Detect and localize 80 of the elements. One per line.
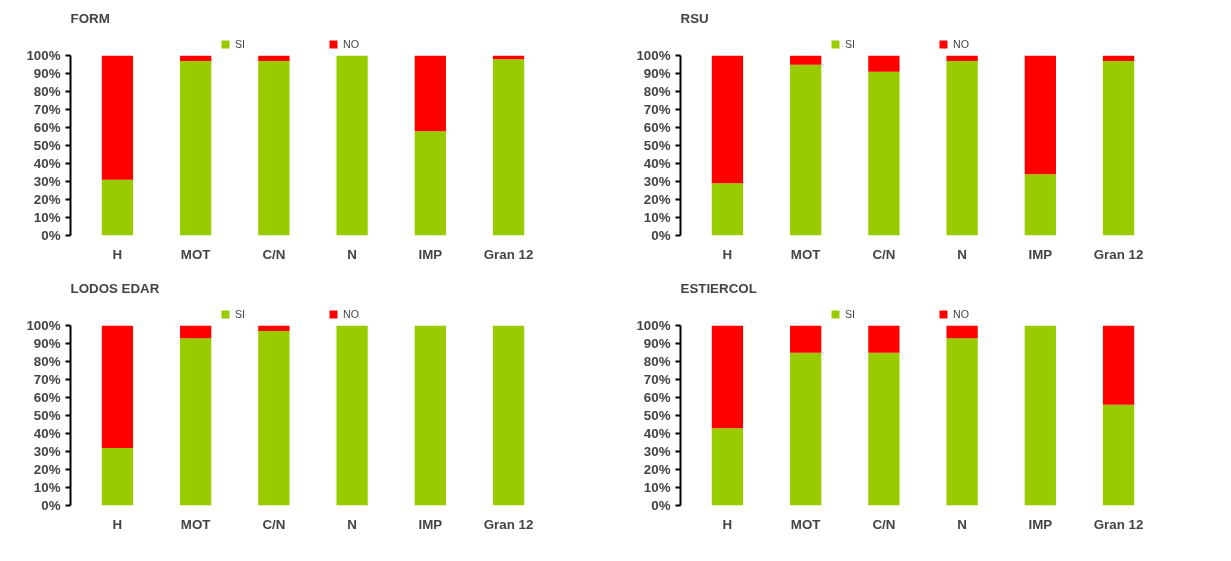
- x-tick-label: N: [957, 516, 967, 532]
- y-tick-label: 10%: [33, 210, 61, 226]
- x-tick-label: Gran 12: [1093, 516, 1144, 532]
- x-tick-label: N: [957, 246, 967, 262]
- x-tick-label: Gran 12: [483, 246, 534, 262]
- y-tick-label: 30%: [643, 174, 671, 190]
- x-tick-label: C/N: [872, 246, 896, 262]
- y-tick-label: 70%: [643, 372, 671, 388]
- y-tick-label: 60%: [643, 390, 671, 406]
- y-tick-label: 50%: [643, 408, 671, 424]
- y-tick-label: 100%: [636, 48, 671, 64]
- y-tick-label: 10%: [643, 480, 671, 496]
- x-tick-label: N: [347, 516, 357, 532]
- chart-title: LODOS EDAR: [70, 280, 160, 296]
- y-tick-label: 100%: [26, 48, 61, 64]
- chart-title: FORM: [70, 10, 110, 26]
- x-tick-label: N: [347, 246, 357, 262]
- chart-title: RSU: [680, 10, 709, 26]
- y-tick-label: 0%: [651, 498, 671, 513]
- y-tick-label: 70%: [643, 102, 671, 118]
- legend-label: NO: [343, 308, 360, 320]
- legend-label: SI: [845, 308, 857, 320]
- y-tick-label: 50%: [643, 138, 671, 154]
- y-tick-label: 90%: [643, 66, 671, 82]
- y-tick-label: 80%: [643, 84, 671, 100]
- y-tick-label: 40%: [643, 156, 671, 172]
- y-tick-label: 80%: [33, 354, 61, 370]
- x-tick-label: H: [722, 516, 733, 532]
- x-tick-label: IMP: [1028, 516, 1053, 532]
- x-tick-label: C/N: [262, 246, 286, 262]
- x-tick-label: IMP: [1028, 246, 1053, 262]
- y-tick-label: 60%: [643, 120, 671, 136]
- x-tick-label: IMP: [418, 516, 443, 532]
- y-tick-label: 30%: [33, 444, 61, 460]
- legend-label: SI: [235, 308, 247, 320]
- x-tick-label: MOT: [180, 246, 211, 262]
- y-tick-label: 0%: [651, 228, 671, 243]
- y-tick-label: 0%: [41, 498, 61, 513]
- y-tick-label: 50%: [33, 408, 61, 424]
- x-tick-label: H: [112, 516, 123, 532]
- y-tick-label: 10%: [33, 480, 61, 496]
- x-tick-label: H: [722, 246, 733, 262]
- x-tick-label: H: [112, 246, 123, 262]
- y-tick-label: 70%: [33, 102, 61, 118]
- y-tick-label: 100%: [26, 318, 61, 334]
- y-tick-label: 10%: [643, 210, 671, 226]
- y-tick-label: 90%: [33, 336, 61, 352]
- chart-title: ESTIERCOL: [680, 280, 757, 296]
- x-tick-label: MOT: [180, 516, 211, 532]
- legend-label: NO: [953, 38, 970, 50]
- y-tick-label: 100%: [636, 318, 671, 334]
- y-tick-label: 90%: [643, 336, 671, 352]
- y-tick-label: 90%: [33, 66, 61, 82]
- x-tick-label: MOT: [790, 246, 821, 262]
- y-tick-label: 40%: [33, 426, 61, 442]
- legend-label: SI: [845, 38, 857, 50]
- y-tick-label: 50%: [33, 138, 61, 154]
- y-tick-label: 20%: [33, 192, 61, 208]
- y-tick-label: 40%: [643, 426, 671, 442]
- y-tick-label: 20%: [643, 192, 671, 208]
- x-tick-label: Gran 12: [1093, 246, 1144, 262]
- y-tick-label: 80%: [643, 354, 671, 370]
- legend-label: NO: [343, 38, 360, 50]
- y-tick-label: 80%: [33, 84, 61, 100]
- x-tick-label: C/N: [872, 516, 896, 532]
- y-tick-label: 30%: [33, 174, 61, 190]
- x-tick-label: MOT: [790, 516, 821, 532]
- y-tick-label: 40%: [33, 156, 61, 172]
- legend-label: SI: [235, 38, 247, 50]
- y-tick-label: 20%: [33, 462, 61, 478]
- x-tick-label: C/N: [262, 516, 286, 532]
- y-tick-label: 70%: [33, 372, 61, 388]
- x-tick-label: Gran 12: [483, 516, 534, 532]
- y-tick-label: 0%: [41, 228, 61, 243]
- y-tick-label: 30%: [643, 444, 671, 460]
- y-tick-label: 60%: [33, 120, 61, 136]
- y-tick-label: 20%: [643, 462, 671, 478]
- legend-label: NO: [953, 308, 970, 320]
- x-tick-label: IMP: [418, 246, 443, 262]
- y-tick-label: 60%: [33, 390, 61, 406]
